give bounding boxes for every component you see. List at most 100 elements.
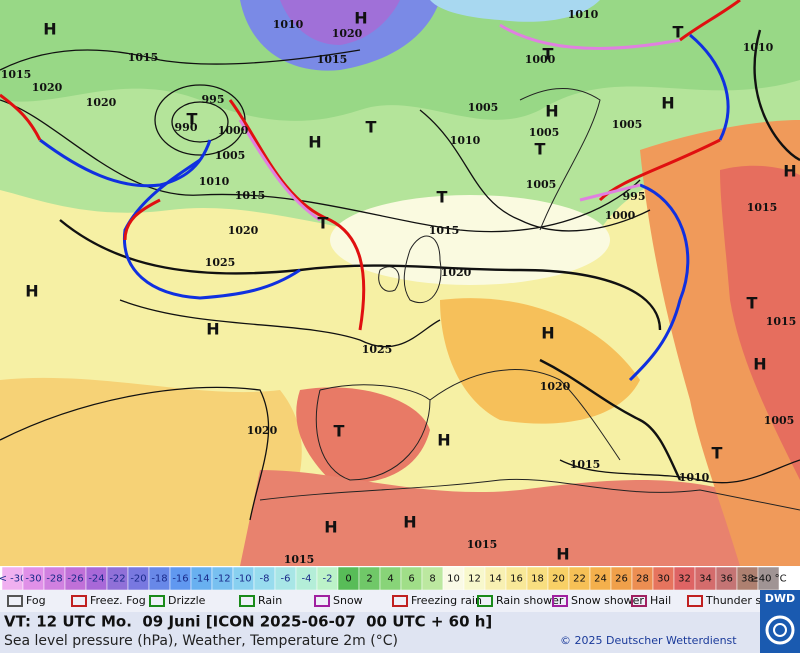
isobar-label: 1010 (743, 41, 774, 54)
warm-front (0, 93, 42, 141)
colorbar-label: 30 (657, 574, 670, 585)
isobar-label: 1015 (766, 315, 797, 328)
isobar-label: 1020 (540, 380, 571, 393)
pressure-center: T (747, 294, 758, 313)
isobar-label: 1000 (218, 124, 249, 137)
warm-front (228, 99, 366, 331)
pressure-center: T (712, 444, 723, 463)
pressure-center: H (437, 431, 450, 450)
legend-label: Freezing rain (411, 594, 482, 607)
isobar-label: 995 (623, 190, 646, 203)
colorbar-label: < -30 (0, 574, 26, 585)
colorbar-label: -22 (109, 574, 125, 585)
colorbar-label: -4 (302, 574, 312, 585)
isobar (0, 99, 641, 233)
isobar (539, 358, 682, 481)
pressure-center: H (753, 355, 766, 374)
temperature-area (0, 377, 302, 566)
coastline (403, 235, 442, 303)
occlusion (238, 119, 321, 222)
isobar-label: 1005 (468, 101, 499, 114)
footer-background (0, 612, 760, 653)
colorbar-label: -26 (67, 574, 83, 585)
colorbar-label: 6 (408, 574, 414, 585)
isobar-label: 1010 (568, 8, 599, 21)
colorbar-label: 32 (678, 574, 691, 585)
colorbar-label: -28 (46, 574, 62, 585)
colorbar-label: -24 (88, 574, 104, 585)
coastline (378, 266, 400, 292)
cold-front (39, 138, 212, 188)
isobar-label: 1015 (128, 51, 159, 64)
legend-icon (552, 595, 568, 607)
temperature-area (720, 165, 800, 480)
isobar-label: 1025 (205, 256, 236, 269)
pressure-center: H (661, 94, 674, 113)
isobar-label: 1015 (235, 189, 266, 202)
colorbar-label: 14 (489, 574, 502, 585)
pressure-center: T (366, 118, 377, 137)
legend-icon (392, 595, 408, 607)
legend-label: Rain (258, 594, 282, 607)
legend-label: Drizzle (168, 594, 206, 607)
legend-icon (687, 595, 703, 607)
colorbar-label: 16 (510, 574, 523, 585)
legend-icon (239, 595, 255, 607)
pressure-center: H (43, 20, 56, 39)
dwd-logo-mark (773, 623, 787, 637)
isobar-label: 1010 (199, 175, 230, 188)
isobar-label: 1005 (612, 118, 643, 131)
isobar-label: 1015 (467, 538, 498, 551)
isobar-label: 1025 (362, 343, 393, 356)
colorbar-label: -12 (214, 574, 230, 585)
isobar-label: 1010 (450, 134, 481, 147)
weather-legend: Fog Freez. Fog Drizzle Rain Snow Freezing rai… (7, 594, 787, 607)
legend-label: Snow shower (571, 594, 644, 607)
isobar (559, 459, 800, 484)
colorbar-label: 28 (636, 574, 649, 585)
legend-icon (149, 595, 165, 607)
isobar-label: 1000 (605, 209, 636, 222)
isobar-label: 990 (175, 121, 198, 134)
colorbar-label: 26 (615, 574, 628, 585)
isobar-label: 1020 (32, 81, 63, 94)
legend-label: Rain shower (496, 594, 564, 607)
isobar (753, 29, 800, 162)
pressure-center: T (437, 188, 448, 207)
legend-label: Hail (650, 594, 671, 607)
isobar-label: 1015 (429, 224, 460, 237)
isobar-label: 1015 (570, 458, 601, 471)
dwd-logo-text: DWD (765, 592, 795, 605)
isobar-label: 1020 (332, 27, 363, 40)
colorbar-label: 24 (594, 574, 607, 585)
isobar-label: 1005 (529, 126, 560, 139)
isobar-label: 1010 (273, 18, 304, 31)
colorbar-label: -8 (260, 574, 270, 585)
legend-label: Snow (333, 594, 363, 607)
legend-icon (631, 595, 647, 607)
colorbar-label: 0 (345, 574, 351, 585)
colorbar-label: 38 (741, 574, 754, 585)
occlusion (579, 183, 641, 202)
temperature-area (240, 470, 800, 566)
coastline (429, 369, 621, 461)
pressure-center: H (545, 102, 558, 121)
pressure-center: T (318, 214, 329, 233)
cold-area (430, 0, 600, 22)
pressure-center: H (324, 518, 337, 537)
weather-legend-background (0, 590, 760, 612)
cold-front (628, 183, 690, 382)
pressure-center: T (543, 45, 554, 64)
colorbar-label: 36 (720, 574, 733, 585)
temperature-area (0, 0, 800, 121)
colorbar-label: 34 (699, 574, 712, 585)
legend-icon (314, 595, 330, 607)
pressure-center: H (308, 133, 321, 152)
copyright: © 2025 Deutscher Wetterdienst (560, 634, 737, 647)
isobar-label: 1005 (526, 178, 557, 191)
occlusion (499, 23, 681, 50)
isobar-label: 1015 (1, 68, 32, 81)
colorbar-label: -20 (130, 574, 146, 585)
legend-label: Freez. Fog (90, 594, 146, 607)
